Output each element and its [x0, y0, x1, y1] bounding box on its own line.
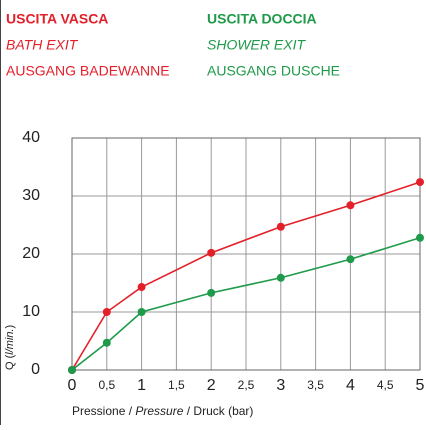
legend-subtitle: AUSGANG DUSCHE: [207, 63, 340, 79]
data-point: [68, 366, 76, 374]
x-tick-label: 0: [68, 377, 77, 394]
x-tick-label: 4: [346, 377, 355, 394]
x-tick-label: 2: [207, 377, 216, 394]
y-axis-label-part: ): [4, 325, 16, 329]
data-point: [276, 273, 285, 282]
x-tick-label: 1: [137, 377, 146, 394]
data-point: [346, 255, 355, 264]
plot-frame: [71, 137, 421, 371]
data-point: [276, 222, 285, 231]
legend-subtitle: SHOWER EXIT: [207, 37, 306, 53]
x-tick-label: 3,5: [307, 378, 324, 392]
x-tick-label: 3: [276, 377, 285, 394]
legend-title: USCITA DOCCIA: [207, 11, 317, 27]
x-tick-label: 1,5: [168, 378, 185, 392]
y-tick-label: 20: [22, 245, 40, 262]
y-tick-label: 10: [22, 303, 40, 320]
legend-subtitle: BATH EXIT: [6, 37, 79, 53]
data-point: [346, 201, 355, 210]
x-axis-label-part: / Druck (bar): [183, 404, 253, 418]
data-point: [207, 248, 216, 257]
data-point: [137, 308, 146, 316]
y-axis-label: Q (l/min.): [4, 325, 16, 370]
legend-subtitle: AUSGANG BADEWANNE: [6, 63, 170, 79]
y-tick-label: 30: [22, 187, 40, 204]
y-tick-label: 40: [22, 129, 40, 146]
x-tick-label: 2,5: [238, 378, 255, 392]
y-axis-label-part: Q (: [4, 354, 16, 370]
data-point: [416, 178, 424, 187]
data-point: [137, 283, 146, 292]
x-axis-label-part: Pressione /: [72, 404, 135, 418]
data-point: [207, 288, 216, 297]
x-tick-label: 0,5: [98, 378, 115, 392]
x-tick-label: 5: [416, 377, 425, 394]
y-tick-label: 0: [31, 361, 40, 378]
legend-title: USCITA VASCA: [6, 11, 108, 27]
data-point: [102, 338, 111, 347]
x-tick-label: 4,5: [377, 378, 394, 392]
x-axis-label: Pressione / Pressure / Druck (bar): [72, 404, 253, 418]
y-axis-label-part: l/min.: [4, 328, 16, 354]
x-axis-label-part: Pressure: [135, 404, 183, 418]
data-point: [102, 308, 111, 316]
data-point: [416, 233, 424, 242]
